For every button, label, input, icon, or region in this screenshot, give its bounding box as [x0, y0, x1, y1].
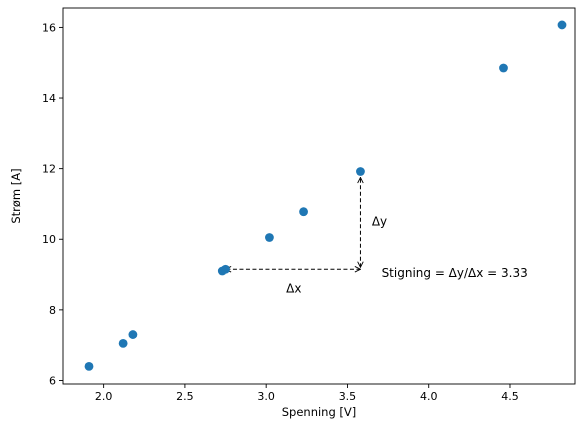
y-tick-label: 14: [42, 92, 56, 105]
y-tick-label: 10: [42, 233, 56, 246]
dx-label: Δx: [286, 282, 301, 296]
y-axis: 6 8 10 12 14 16: [42, 21, 63, 387]
slope-label: Stigning = Δy/Δx = 3.33: [382, 266, 528, 280]
slope-annotations: Δx Δy Stigning = Δy/Δx = 3.33: [226, 177, 528, 296]
data-point: [84, 361, 94, 371]
x-axis: 2.0 2.5 3.0 3.5 4.0 4.5: [95, 384, 519, 403]
data-point: [118, 338, 128, 348]
y-axis-label: Strøm [A]: [9, 168, 23, 223]
data-points: [84, 20, 567, 371]
data-point: [128, 330, 138, 339]
x-tick-label: 4.0: [420, 390, 438, 403]
x-tick-label: 2.5: [176, 390, 194, 403]
y-tick-label: 16: [42, 21, 56, 34]
y-tick-label: 6: [49, 374, 56, 387]
data-point: [356, 167, 365, 176]
data-point: [221, 264, 230, 274]
data-point: [265, 233, 274, 242]
data-point: [557, 20, 567, 30]
x-tick-label: 3.0: [257, 390, 275, 403]
x-axis-label: Spenning [V]: [282, 405, 357, 419]
y-tick-label: 12: [42, 163, 56, 176]
x-tick-label: 2.0: [95, 390, 113, 403]
data-point: [299, 207, 308, 217]
x-tick-label: 3.5: [339, 390, 357, 403]
dy-label: Δy: [372, 215, 387, 229]
x-tick-label: 4.5: [501, 390, 519, 403]
y-tick-label: 8: [49, 304, 56, 317]
plot-area: [62, 7, 576, 385]
data-point: [499, 63, 508, 73]
